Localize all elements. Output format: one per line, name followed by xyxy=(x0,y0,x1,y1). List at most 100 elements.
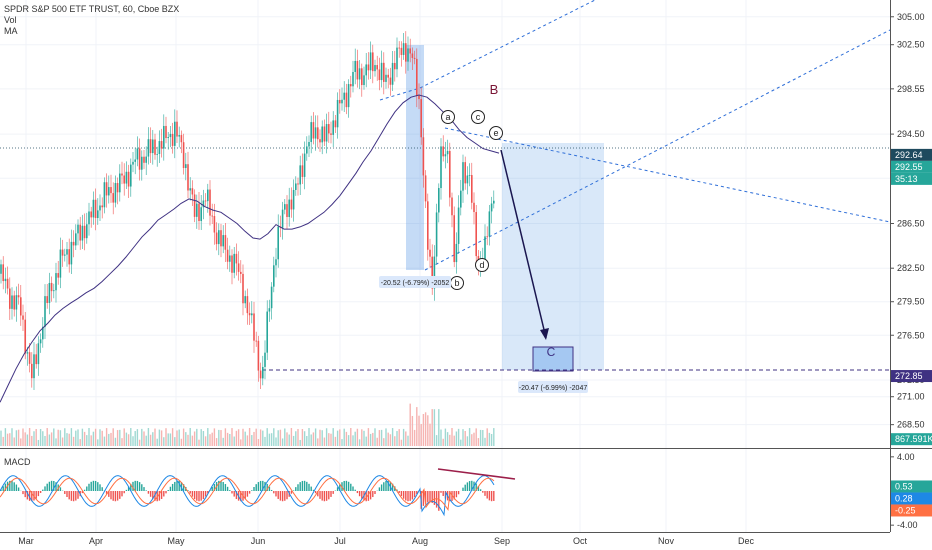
macd-title[interactable]: MACD xyxy=(4,457,31,467)
candle-body xyxy=(277,226,279,260)
macd-hist-bar xyxy=(310,486,312,491)
volume-bar xyxy=(369,433,372,446)
measure-label-2[interactable]: -20.47 (-6.99%) -2047 xyxy=(518,381,588,393)
wave-label-e[interactable]: e xyxy=(489,126,503,140)
volume-bar xyxy=(24,432,26,446)
candle-body xyxy=(218,230,220,245)
candle-body xyxy=(292,190,295,210)
legend-vol[interactable]: Vol xyxy=(4,15,17,25)
volume-bar xyxy=(207,428,209,446)
candle-body xyxy=(136,148,139,160)
volume-bar xyxy=(112,428,114,446)
candle-body xyxy=(372,52,374,72)
candle-body xyxy=(438,188,440,213)
candle-body xyxy=(202,200,205,208)
upper-channel-line[interactable] xyxy=(419,0,596,89)
volume-bar xyxy=(396,431,398,446)
volume-bar xyxy=(94,428,97,446)
wave-label-d[interactable]: d xyxy=(475,258,489,272)
price-badge xyxy=(891,480,932,493)
volume-bar xyxy=(343,428,345,446)
svg-text:d: d xyxy=(479,260,484,270)
wave-label-b[interactable]: b xyxy=(450,276,464,290)
wave-label-c[interactable]: c xyxy=(471,110,485,124)
volume-bar xyxy=(22,428,24,446)
macd-hist-bar xyxy=(438,491,440,511)
volume-bar xyxy=(17,429,20,446)
macd-hist-bar xyxy=(372,491,374,498)
volume-bar xyxy=(119,429,121,446)
candle-body xyxy=(215,232,218,245)
macd-hist-bar xyxy=(53,480,55,491)
candle-body xyxy=(68,249,70,265)
candle-body xyxy=(167,137,169,139)
volume-bar xyxy=(387,432,389,446)
macd-hist-bar xyxy=(259,480,262,491)
wave-highlight-rect[interactable] xyxy=(406,45,424,270)
volume-bar xyxy=(77,429,79,446)
month-tick-label: Mar xyxy=(18,536,34,546)
macd-hist-bar xyxy=(466,482,469,491)
candle-body xyxy=(310,122,312,143)
candle-body xyxy=(266,311,268,353)
target-zone-rect[interactable] xyxy=(502,143,604,370)
macd-divergence-line[interactable] xyxy=(437,468,516,480)
candle-body xyxy=(59,249,62,278)
candle-body xyxy=(79,224,81,241)
candle-body xyxy=(64,254,66,256)
price-axis-ticks[interactable]: 305.00302.50298.55294.50290.55286.50282.… xyxy=(890,12,925,430)
macd-hist-bar xyxy=(191,491,194,497)
volume-bar xyxy=(301,429,304,446)
legend-ma[interactable]: MA xyxy=(4,26,18,36)
volume-bar xyxy=(416,407,418,446)
volume-bar xyxy=(246,435,249,446)
candle-body xyxy=(154,139,156,155)
candle-body xyxy=(365,64,367,76)
candle-body xyxy=(444,154,447,157)
candle-body xyxy=(204,200,207,202)
projection-arrow[interactable] xyxy=(500,149,547,339)
candle-body xyxy=(72,241,75,246)
measure-label-1[interactable]: -20.52 (-6.79%) -2052 xyxy=(379,276,451,288)
candle-body xyxy=(369,52,372,71)
channel-base-line[interactable] xyxy=(379,87,421,101)
macd-hist-bar xyxy=(44,486,46,491)
candle-body xyxy=(178,135,180,137)
candle-body xyxy=(9,288,11,309)
macd-axis-ticks[interactable]: 4.00 -4.00 xyxy=(890,452,918,530)
candle-body xyxy=(413,57,416,59)
wave-label-a[interactable]: a xyxy=(441,110,455,124)
macd-hist-bar xyxy=(292,490,295,491)
volume-bar xyxy=(169,433,172,446)
candle-body xyxy=(488,211,491,237)
macd-hist-bar xyxy=(317,491,319,497)
symbol-title[interactable]: SPDR S&P 500 ETF TRUST, 60, Cboe BZX xyxy=(4,4,180,14)
candle-body xyxy=(125,171,128,184)
candle-body xyxy=(341,99,343,104)
candle-body xyxy=(114,183,117,203)
volume-bar xyxy=(398,429,400,446)
candle-body xyxy=(44,296,46,327)
macd-hist-bar xyxy=(275,491,277,497)
macd-hist-bar xyxy=(169,486,172,491)
macd-hist-bar xyxy=(132,481,134,491)
macd-hist-bar xyxy=(204,491,207,497)
macd-hist-bar xyxy=(281,491,284,502)
macd-hist-bar xyxy=(345,480,348,491)
candle-body xyxy=(158,141,161,155)
triangle-upper-line[interactable] xyxy=(444,127,891,223)
wave-letter-b[interactable]: B xyxy=(490,82,499,97)
candle-body xyxy=(66,249,68,255)
candle-body xyxy=(394,62,396,70)
wave-letter-c[interactable]: C xyxy=(547,345,556,359)
candle-body xyxy=(83,225,86,239)
macd-hist-bar xyxy=(284,491,286,501)
candle-body xyxy=(440,146,442,189)
ma-line[interactable] xyxy=(0,94,500,403)
candle-body xyxy=(312,122,315,139)
target-box-rect[interactable] xyxy=(532,346,574,372)
volume-bar xyxy=(321,430,323,446)
macd-hist-bar xyxy=(165,491,167,494)
volume-bar xyxy=(345,431,348,446)
time-axis-ticks[interactable]: Mar Apr May Jun Jul Aug Sep Oct Nov Dec xyxy=(18,536,754,546)
